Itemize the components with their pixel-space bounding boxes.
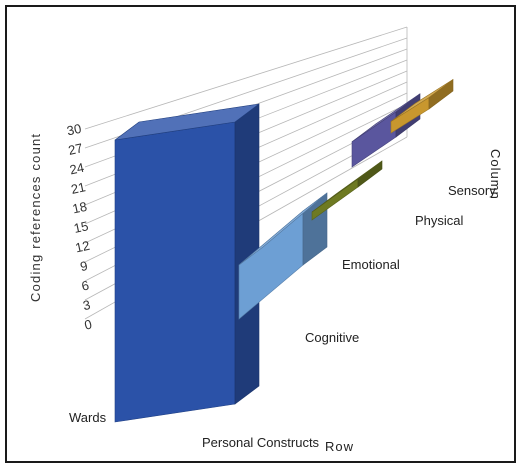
bar-cognitive <box>238 192 328 320</box>
bar-wards <box>114 103 260 423</box>
bar-face-top <box>238 192 328 266</box>
y-tick-label: 0 <box>83 317 93 333</box>
y-tick-label: 18 <box>71 199 88 217</box>
bar-face-top <box>114 103 260 141</box>
bar-emotional <box>311 160 383 221</box>
column-axis-label: Column <box>488 149 503 200</box>
category-label: Physical <box>415 213 464 228</box>
bar-face-side <box>357 160 383 188</box>
bar-face-front <box>114 121 236 423</box>
y-tick-label: 15 <box>72 218 89 236</box>
bar-sensory <box>390 78 454 134</box>
category-label: Wards <box>69 410 107 425</box>
category-label: Emotional <box>342 257 400 272</box>
category-label: Personal Constructs <box>202 435 320 450</box>
category-labels: Wards Personal Constructs Cognitive Emotion… <box>69 183 496 450</box>
category-label: Cognitive <box>305 330 359 345</box>
category-label: Sensory <box>448 183 496 198</box>
y-tick-label: 12 <box>74 238 91 256</box>
y-tick-label: 30 <box>65 121 82 139</box>
y-tick-label: 3 <box>82 297 92 313</box>
y-tick-label: 24 <box>68 160 85 178</box>
bar-physical <box>351 93 421 168</box>
bar-face-top <box>311 160 383 213</box>
y-tick-label: 6 <box>80 278 90 294</box>
bars <box>114 78 454 423</box>
gridline <box>84 26 408 130</box>
bar-face-top <box>390 79 454 122</box>
y-axis-label: Coding references count <box>28 133 43 302</box>
y-tick-label: 27 <box>67 140 84 158</box>
y-tick-label: 9 <box>79 258 89 274</box>
y-tick-label: 21 <box>70 179 87 197</box>
bar-face-top <box>351 93 421 143</box>
chart-frame: 0 3 6 9 12 15 18 21 24 27 30 Wards Personal Constru… <box>5 5 516 463</box>
row-axis-label: Row <box>325 439 354 454</box>
